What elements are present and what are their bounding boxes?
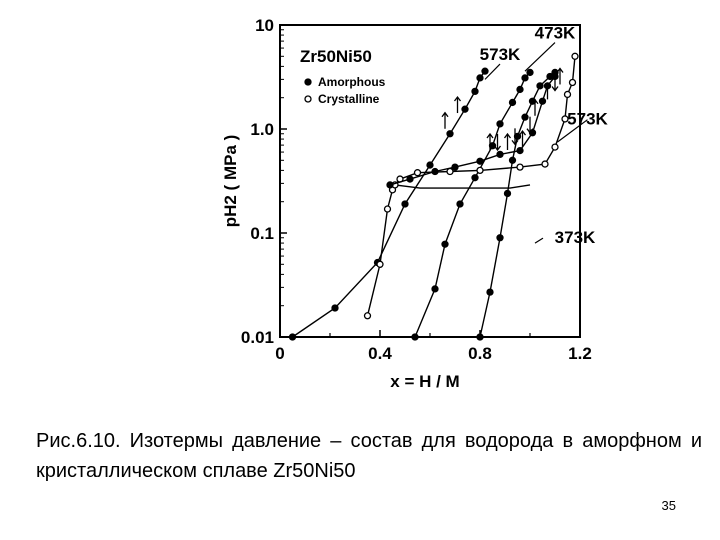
arrow-head [531, 98, 539, 105]
data-point [521, 113, 529, 121]
x-tick-label: 0.4 [368, 344, 392, 363]
chart-title: Zr50Ni50 [300, 47, 372, 66]
arrow-head [556, 67, 564, 73]
arrow-head [503, 132, 512, 139]
temperature-label: 573K [567, 110, 608, 129]
x-axis-label: x = H / M [390, 372, 459, 391]
data-point [563, 90, 572, 99]
temperature-label: 473K [535, 24, 576, 43]
data-point [568, 78, 577, 87]
data-point [461, 105, 469, 113]
data-point [426, 161, 434, 169]
series-line [414, 71, 531, 338]
leader-line [557, 119, 588, 143]
data-point [521, 74, 529, 82]
temperature-label: 573K [480, 45, 521, 64]
data-point [471, 87, 479, 96]
data-point [411, 333, 419, 341]
data-point [383, 205, 392, 213]
data-point [538, 97, 547, 105]
x-tick-label: 0.8 [468, 344, 492, 363]
arrow-head [453, 95, 462, 102]
legend-marker [304, 78, 312, 86]
data-point [481, 67, 489, 75]
legend-label: Crystalline [318, 92, 380, 106]
data-point [471, 174, 479, 182]
x-tick-label: 1.2 [568, 344, 592, 363]
data-point [496, 120, 504, 128]
arrow-head [441, 111, 449, 118]
y-tick-label: 1.0 [250, 120, 274, 139]
series-line [292, 70, 486, 338]
data-point [386, 181, 394, 189]
data-point [508, 98, 517, 107]
arrow-head [551, 86, 559, 92]
arrow-head [526, 128, 534, 134]
data-point [431, 285, 439, 293]
data-point [401, 200, 409, 208]
plot-area: 0 0.4 0.8 1.2 0.01 0.1 1.0 10 x = H / M pH2 ( MPa… [221, 16, 609, 391]
data-point [561, 115, 569, 123]
data-point [446, 167, 454, 176]
data-point [496, 150, 504, 159]
data-point [508, 156, 517, 164]
page-number: 35 [661, 498, 676, 513]
series-line [479, 71, 556, 338]
data-point [526, 68, 534, 77]
data-point [541, 160, 549, 168]
data-point [476, 74, 484, 82]
arrow-head [518, 129, 527, 136]
arrow-head [511, 139, 519, 146]
pct-isotherm-chart: 0 0.4 0.8 1.2 0.01 0.1 1.0 10 x = H / M pH2 ( MPa… [221, 16, 609, 391]
leader-line [524, 42, 556, 72]
data-point [536, 82, 544, 90]
data-point [496, 234, 504, 242]
legend-marker [304, 95, 312, 103]
data-point [516, 146, 524, 155]
y-axis-label: pH2 ( MPa ) [221, 135, 240, 228]
arrow-head [486, 132, 494, 139]
y-tick-label: 10 [255, 16, 274, 35]
data-point [288, 333, 297, 341]
figure-caption: Рис.6.10. Изотермы давление – состав для… [36, 430, 702, 482]
data-point [406, 175, 414, 183]
x-tick-label: 0 [275, 344, 284, 363]
data-point [451, 163, 459, 171]
y-tick-label: 0.01 [241, 328, 274, 347]
data-point [516, 163, 524, 171]
temperature-label: 373K [555, 228, 596, 247]
plot-frame [279, 24, 581, 338]
data-point [456, 200, 464, 208]
leader-line [484, 63, 501, 80]
data-point [431, 167, 439, 176]
data-point [446, 130, 454, 138]
legend-label: Amorphous [318, 75, 386, 89]
data-point [476, 333, 484, 341]
data-point [363, 312, 372, 320]
y-tick-label: 0.1 [250, 224, 274, 243]
data-point [551, 143, 559, 151]
data-point [376, 260, 384, 268]
leader-line [534, 237, 544, 244]
data-point [486, 288, 494, 296]
series-line [366, 56, 576, 316]
data-point [516, 85, 524, 94]
data-point [571, 52, 579, 60]
data-point [476, 166, 484, 175]
data-point [331, 304, 339, 312]
data-point [503, 189, 512, 198]
data-point [476, 157, 484, 165]
arrow-head [543, 82, 552, 88]
data-point [413, 169, 422, 177]
arrow-head [493, 145, 502, 152]
data-point [441, 240, 449, 248]
